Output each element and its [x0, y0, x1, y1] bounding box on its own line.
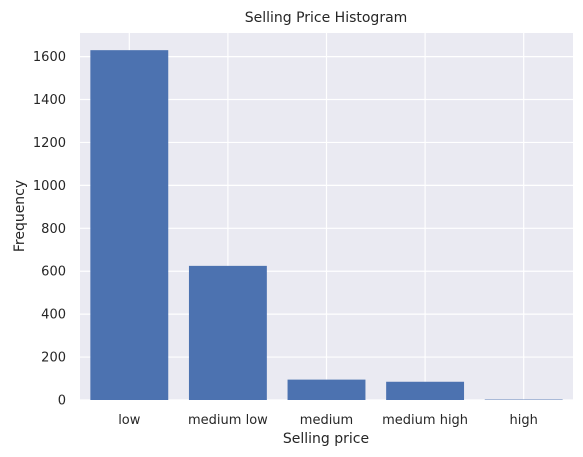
x-tick-labels: low medium low medium medium high high: [118, 413, 538, 428]
chart-title: Selling Price Histogram: [245, 10, 408, 26]
y-tick-label: 400: [41, 308, 66, 323]
x-tick-label: medium high: [382, 413, 468, 428]
y-tick-labels: 0 200 400 600 800 1000 1200 1400 1600: [33, 50, 66, 408]
bars-layer: [90, 50, 563, 401]
bar-medium: [287, 379, 366, 400]
x-tick-label: high: [510, 413, 538, 428]
x-tick-label: medium: [300, 413, 353, 428]
y-tick-label: 1600: [33, 50, 66, 65]
y-tick-label: 600: [41, 265, 66, 280]
y-tick-label: 0: [58, 394, 66, 409]
x-axis-label: Selling price: [283, 431, 369, 447]
x-tick-label: low: [118, 413, 141, 428]
y-tick-label: 1200: [33, 136, 66, 151]
bar-medium-low: [188, 265, 267, 400]
y-tick-label: 1000: [33, 179, 66, 194]
y-axis-label: Frequency: [12, 180, 28, 252]
y-tick-label: 1400: [33, 93, 66, 108]
y-tick-label: 800: [41, 222, 66, 237]
x-tick-label: medium low: [188, 413, 268, 428]
y-tick-label: 200: [41, 351, 66, 366]
bar-medium-high: [386, 381, 465, 400]
bar-low: [90, 50, 169, 401]
